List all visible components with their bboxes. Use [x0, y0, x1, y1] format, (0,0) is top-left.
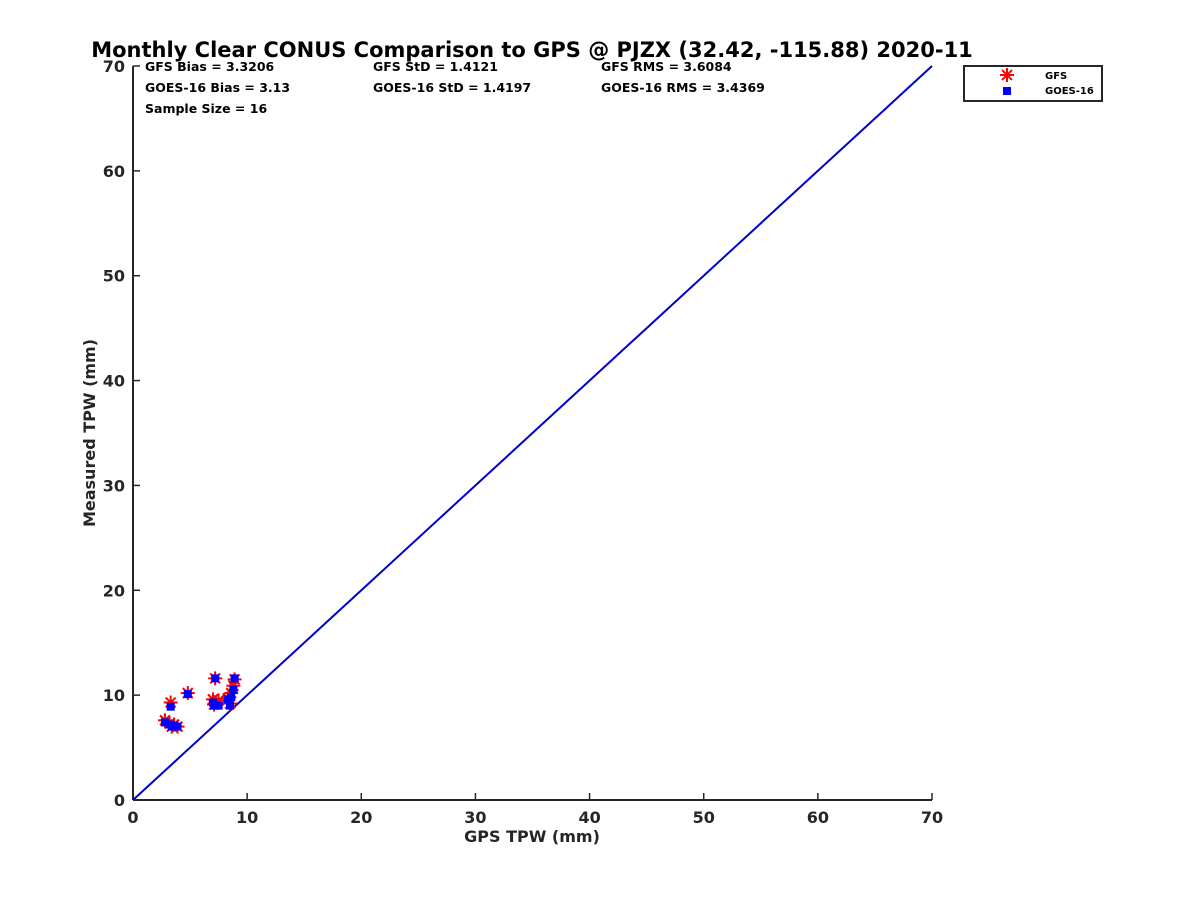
- x-tick-label: 70: [921, 808, 943, 827]
- stat-sample-size: Sample Size = 16: [145, 101, 267, 116]
- y-tick-label: 60: [103, 162, 125, 181]
- goes-16-point: [211, 674, 220, 683]
- stat-goes-bias: GOES-16 Bias = 3.13: [145, 80, 290, 95]
- stat-gfs-std: GFS StD = 1.4121: [373, 59, 498, 74]
- axes: 0 10 20 30 40 50 60 70 0 10 20 30 40 50 60 70: [103, 57, 943, 827]
- x-tick-label: 0: [127, 808, 138, 827]
- goes-16-point: [160, 718, 169, 727]
- legend: GFS GOES-16: [963, 65, 1103, 102]
- legend-asterisk: [1000, 68, 1014, 82]
- y-tick-label: 70: [103, 57, 125, 76]
- stat-goes-std: GOES-16 StD = 1.4197: [373, 80, 531, 95]
- goes-16-point: [230, 674, 239, 683]
- legend-gfs-label: GFS: [1045, 71, 1067, 82]
- x-tick-label: 10: [236, 808, 258, 827]
- goes-16-point: [227, 693, 236, 702]
- stat-gfs-bias: GFS Bias = 3.3206: [145, 59, 275, 74]
- y-tick-label: 30: [103, 476, 125, 495]
- stat-gfs-rms: GFS RMS = 3.6084: [601, 59, 732, 74]
- x-tick-label: 60: [807, 808, 829, 827]
- data-points: [157, 671, 242, 734]
- goes-16-point: [229, 685, 238, 694]
- legend-gfs-marker: [1000, 68, 1014, 82]
- x-ticks: 0 10 20 30 40 50 60 70: [127, 793, 943, 827]
- x-axis-label: GPS TPW (mm): [464, 827, 600, 846]
- y-ticks: 0 10 20 30 40 50 60 70: [103, 57, 140, 810]
- stat-goes-rms: GOES-16 RMS = 3.4369: [601, 80, 765, 95]
- y-tick-label: 20: [103, 581, 125, 600]
- x-tick-label: 50: [693, 808, 715, 827]
- goes-16-point: [226, 701, 235, 710]
- x-tick-label: 20: [350, 808, 372, 827]
- y-tick-label: 10: [103, 686, 125, 705]
- goes-16-point: [173, 722, 182, 731]
- chart-title: Monthly Clear CONUS Comparison to GPS @ …: [91, 38, 973, 62]
- goes-16-point: [166, 702, 175, 711]
- y-tick-label: 50: [103, 267, 125, 286]
- one-to-one-line: [132, 65, 933, 801]
- legend-goes-label: GOES-16: [1045, 86, 1094, 97]
- y-axis-label: Measured TPW (mm): [80, 339, 99, 527]
- x-tick-label: 40: [578, 808, 600, 827]
- goes-16-point: [214, 701, 223, 710]
- x-tick-label: 30: [464, 808, 486, 827]
- goes-16-point: [183, 690, 192, 699]
- legend-box: [963, 65, 1103, 102]
- y-tick-label: 0: [114, 791, 125, 810]
- y-tick-label: 40: [103, 372, 125, 391]
- stats-block: GFS Bias = 3.3206 GFS StD = 1.4121 GFS R…: [145, 59, 765, 116]
- legend-goes-marker: [1003, 87, 1011, 95]
- goes-16-point: [210, 701, 219, 710]
